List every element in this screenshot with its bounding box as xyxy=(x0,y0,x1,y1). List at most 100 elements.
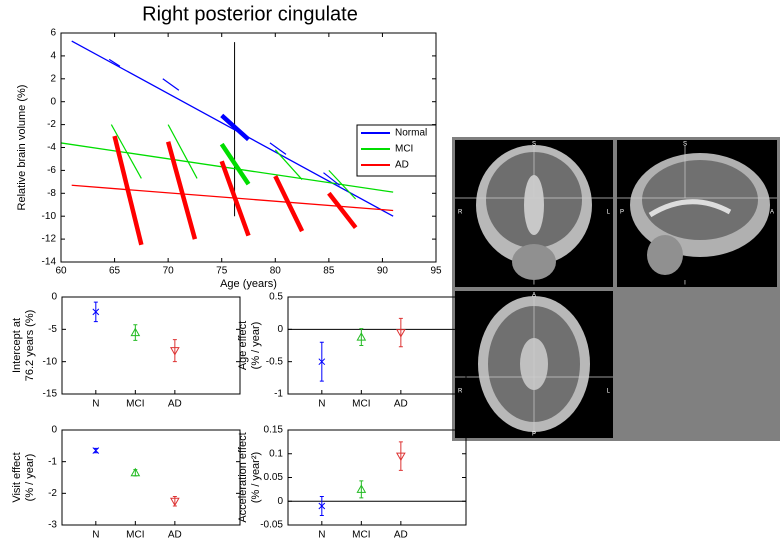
y-tick-label: -2 xyxy=(48,488,57,499)
error-bar xyxy=(359,480,364,499)
x-tick-label: N xyxy=(92,530,99,541)
y-tick-label: -8 xyxy=(47,188,56,199)
brain-image xyxy=(648,199,732,218)
legend-label: MCI xyxy=(395,144,413,155)
y-tick-label: 0.15 xyxy=(264,425,284,436)
brain-image xyxy=(647,235,683,275)
y-tick-label: -0.05 xyxy=(260,520,283,531)
y-tick-label: -10 xyxy=(42,211,57,222)
legend-label: AD xyxy=(395,160,409,171)
marker xyxy=(395,452,406,462)
plot-frame xyxy=(61,429,241,526)
orientation-label: L xyxy=(607,389,611,395)
y-tick-label: 0.1 xyxy=(269,448,283,459)
plot-frame xyxy=(287,429,467,526)
marker xyxy=(169,497,180,507)
orientation-label: L xyxy=(607,210,611,216)
orientation-label: S xyxy=(532,142,536,148)
x-tick-label: 70 xyxy=(163,266,175,277)
marker xyxy=(395,329,406,338)
y-tick-label: -5 xyxy=(48,324,57,335)
y-tick-label: 6 xyxy=(50,28,56,39)
orientation-label: A xyxy=(532,293,536,299)
y-tick-label: -6 xyxy=(47,165,56,176)
x-tick-label: AD xyxy=(394,399,408,410)
y-tick-label: 0 xyxy=(277,324,283,335)
y-tick-label: 0.05 xyxy=(264,472,284,483)
x-tick-label: AD xyxy=(168,530,182,541)
error-bar xyxy=(359,328,364,346)
subject-segment xyxy=(110,124,142,179)
error-bar xyxy=(172,339,177,363)
y-tick-label: -2 xyxy=(47,119,56,130)
y-axis-label: Acceleration effect xyxy=(237,432,249,522)
error-bar xyxy=(398,441,403,471)
y-tick-label: -3 xyxy=(48,520,57,531)
marker xyxy=(130,467,141,477)
y-axis-label: (% / year) xyxy=(250,322,262,370)
legend-label: Normal xyxy=(395,128,427,139)
orientation-label: I xyxy=(684,281,686,287)
subject-segment xyxy=(273,175,305,233)
subject-segment xyxy=(328,169,357,200)
y-tick-label: -1 xyxy=(274,389,283,400)
marker xyxy=(169,347,180,356)
y-tick-label: 0 xyxy=(277,496,283,507)
marker xyxy=(356,484,367,493)
marker xyxy=(130,327,141,337)
y-tick-label: -4 xyxy=(47,142,56,153)
y-axis-label: Age effect xyxy=(237,321,249,370)
orientation-label: S xyxy=(683,142,687,148)
y-tick-label: -10 xyxy=(43,356,58,367)
y-tick-label: 0 xyxy=(50,96,56,107)
trend-line xyxy=(71,40,394,217)
brain-image xyxy=(524,175,544,235)
marker xyxy=(318,358,326,366)
orientation-label: P xyxy=(532,432,536,438)
marker xyxy=(92,308,100,316)
x-tick-label: 95 xyxy=(430,266,442,277)
orientation-label: A xyxy=(770,210,774,216)
error-bar xyxy=(398,317,403,348)
x-tick-label: AD xyxy=(168,399,182,410)
subject-segment xyxy=(167,124,198,179)
x-tick-label: 65 xyxy=(109,266,121,277)
x-tick-label: MCI xyxy=(352,530,370,541)
y-axis-label: (% / year²) xyxy=(250,452,262,503)
brain-panel xyxy=(452,137,780,441)
subject-segment xyxy=(112,135,144,246)
subject-segment xyxy=(327,191,358,230)
subject-segment xyxy=(219,160,251,237)
orientation-label: P xyxy=(620,210,624,216)
y-axis-label: 76.2 years (%) xyxy=(24,310,36,382)
x-tick-label: 85 xyxy=(323,266,335,277)
y-tick-label: -0.5 xyxy=(266,356,284,367)
orientation-label: R xyxy=(458,389,463,395)
subject-segment xyxy=(323,172,340,186)
subject-segment xyxy=(108,58,121,67)
y-axis-label: Relative brain volume (%) xyxy=(16,85,28,211)
x-tick-label: 60 xyxy=(55,266,67,277)
marker xyxy=(356,332,367,341)
subject-segment xyxy=(162,78,180,91)
chart-title: Right posterior cingulate xyxy=(142,3,358,25)
y-tick-label: 0 xyxy=(51,425,57,436)
plot-frame xyxy=(287,296,467,395)
y-axis-label: Intercept at xyxy=(11,318,23,373)
y-tick-label: -15 xyxy=(43,389,58,400)
y-axis-label: Visit effect xyxy=(11,452,23,502)
subject-segment xyxy=(219,142,251,186)
y-tick-label: -14 xyxy=(42,257,57,268)
y-tick-label: -1 xyxy=(48,456,57,467)
error-bar xyxy=(133,324,138,341)
x-tick-label: AD xyxy=(394,530,408,541)
plot-frame xyxy=(61,296,241,395)
y-tick-label: 0 xyxy=(51,292,57,303)
y-tick-label: 2 xyxy=(50,73,56,84)
x-tick-label: 90 xyxy=(377,266,389,277)
brain-image xyxy=(512,244,556,280)
subject-segment xyxy=(165,141,198,240)
orientation-label: I xyxy=(533,281,535,287)
marker xyxy=(92,447,100,454)
